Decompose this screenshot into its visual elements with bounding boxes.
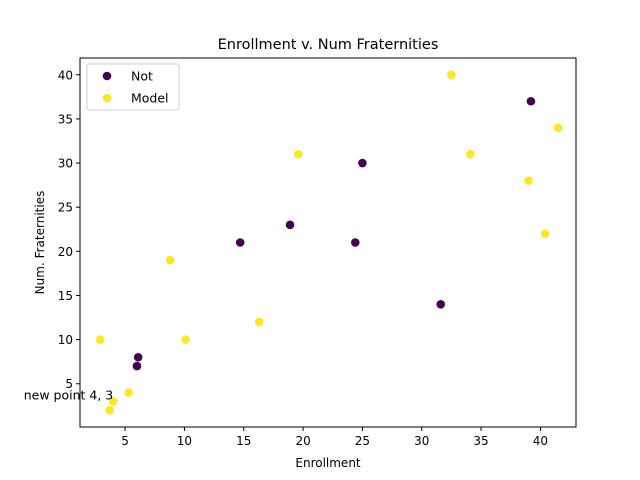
point-model-11 [540, 229, 550, 238]
x-tick-label: 5 [121, 434, 129, 448]
point-model-12 [553, 123, 563, 133]
plot-area [95, 70, 563, 415]
point-model-9 [466, 149, 475, 159]
x-tick-label: 15 [236, 434, 251, 448]
x-tick-label: 35 [473, 434, 488, 448]
legend-marker-not [102, 71, 112, 81]
point-not-6 [436, 299, 446, 309]
point-model-0 [95, 335, 105, 344]
point-model-3 [124, 388, 133, 397]
y-tick-label: 15 [58, 289, 73, 303]
y-tick-label: 35 [58, 112, 73, 126]
y-tick-label: 40 [58, 68, 73, 82]
point-not-1 [132, 361, 142, 371]
point-model-4 [165, 255, 175, 265]
x-tick-label: 20 [295, 434, 310, 448]
chart-title: Enrollment v. Num Fraternities [218, 37, 439, 53]
point-not-3 [285, 220, 295, 230]
x-tick-label: 10 [177, 434, 192, 448]
point-model-6 [254, 317, 264, 327]
x-tick-label: 25 [355, 434, 370, 448]
point-not-2 [235, 238, 245, 247]
y-tick-label: 30 [58, 157, 73, 171]
point-not-7 [526, 96, 536, 106]
point-model-5 [181, 335, 190, 344]
x-tick-label: 30 [414, 434, 429, 448]
point-model-8 [447, 70, 456, 80]
y-axis: 5 10 15 20 25 30 35 40 [58, 68, 80, 391]
y-tick-label: 25 [58, 201, 73, 215]
point-model-7 [294, 149, 303, 159]
x-axis-title: Enrollment [295, 456, 361, 470]
legend-marker-model [102, 93, 112, 103]
point-not-0 [133, 352, 143, 362]
annotation-label: new point 4, 3 [24, 387, 114, 402]
y-tick-label: 20 [58, 245, 73, 259]
point-model-1 [105, 405, 114, 415]
plot-frame [79, 57, 577, 428]
point-not-4 [350, 238, 360, 247]
point-model-2 [108, 397, 118, 406]
y-tick-label: 10 [58, 333, 73, 347]
y-tick-label: 5 [65, 377, 73, 391]
point-not-5 [358, 158, 367, 168]
legend-label-not: Not [131, 69, 153, 84]
x-axis: 5 10 15 20 25 30 35 40 [121, 427, 548, 448]
y-axis-title: Num. Fraternities [33, 191, 47, 295]
x-tick-label: 40 [533, 434, 548, 448]
legend: Not Model [86, 63, 180, 111]
annotations: new point 4, 3 [24, 387, 114, 402]
point-model-10 [524, 176, 533, 186]
legend-label-model: Model [131, 91, 169, 106]
